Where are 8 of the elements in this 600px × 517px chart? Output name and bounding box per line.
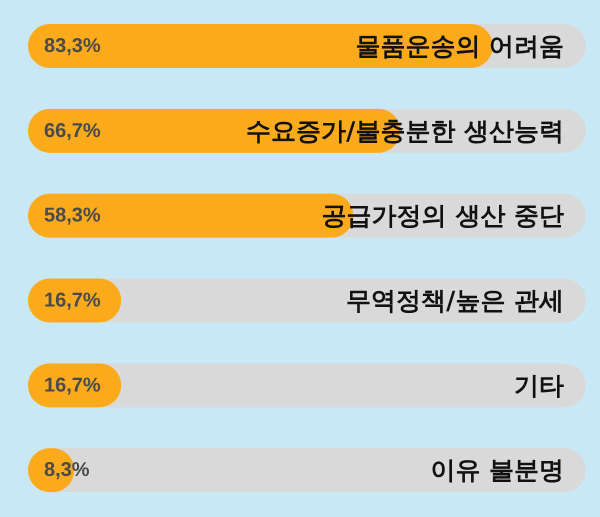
data-label: 16,7%	[44, 290, 101, 312]
y-tick-label: 무역정책/높은 관세	[346, 286, 564, 315]
data-label: 83,3%	[44, 35, 101, 57]
data-label: 16,7%	[44, 374, 101, 396]
y-tick-label: 이유 불분명	[430, 456, 564, 485]
data-label: 58,3%	[44, 204, 101, 227]
data-label: 66,7%	[44, 120, 101, 142]
y-tick-label: 기타	[514, 370, 564, 400]
